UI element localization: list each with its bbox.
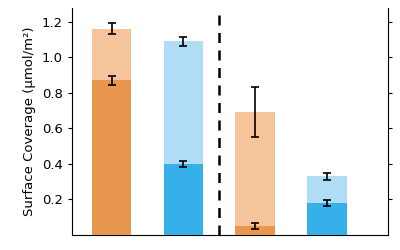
Bar — [164, 164, 203, 235]
Bar — [235, 112, 275, 235]
Bar — [92, 80, 131, 235]
Bar — [235, 226, 275, 235]
Bar — [164, 41, 203, 235]
Bar — [307, 203, 347, 235]
Y-axis label: Surface Coverage (μmol/m²): Surface Coverage (μmol/m²) — [23, 26, 36, 216]
Bar — [307, 176, 347, 235]
Bar — [92, 29, 131, 235]
